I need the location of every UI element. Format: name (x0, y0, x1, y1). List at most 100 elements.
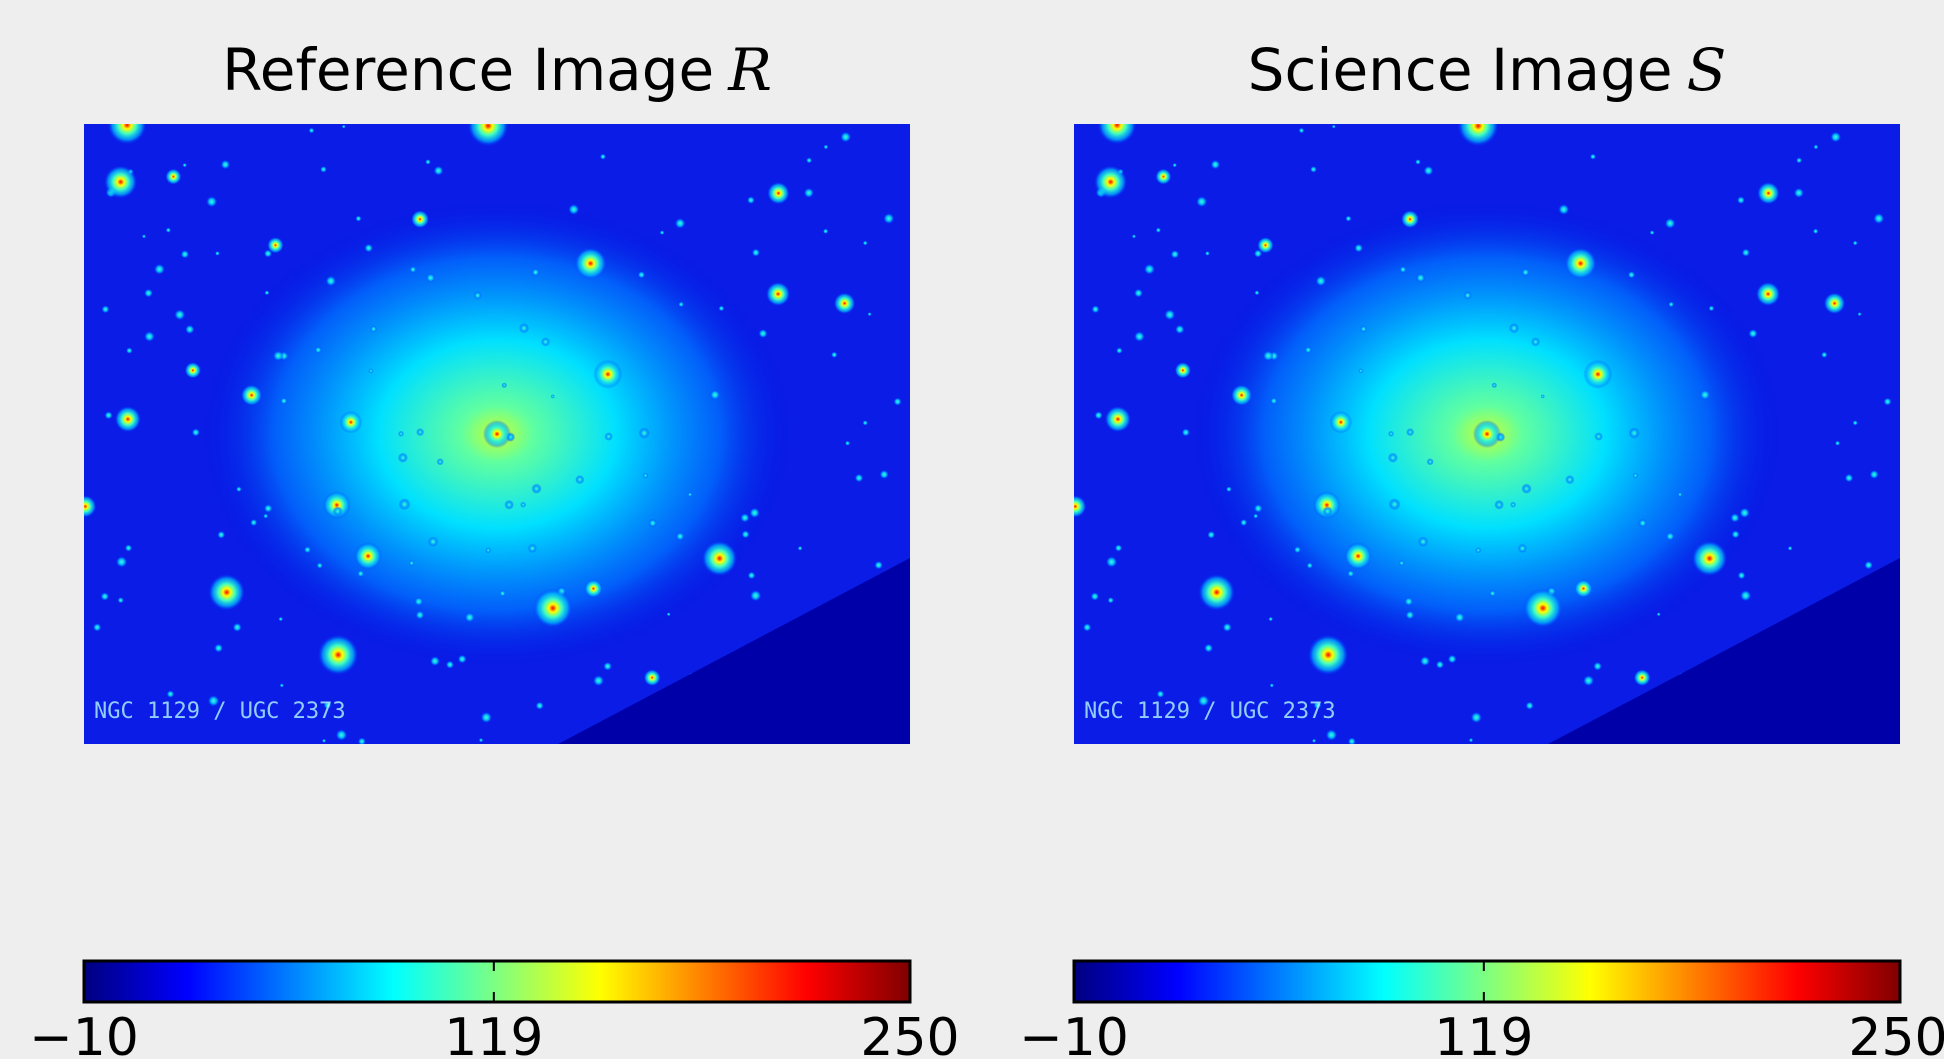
star (220, 160, 230, 170)
star (710, 389, 721, 400)
star (93, 623, 102, 632)
star (1634, 669, 1651, 686)
star (1106, 556, 1118, 568)
star (241, 384, 263, 406)
star (1105, 406, 1132, 433)
star (1418, 537, 1428, 547)
star (1404, 597, 1413, 606)
star (357, 570, 364, 577)
star (354, 542, 382, 570)
star (430, 656, 440, 666)
star (1869, 470, 1878, 479)
star (415, 610, 424, 619)
star (1299, 128, 1305, 134)
star (1629, 428, 1640, 439)
star (100, 592, 109, 601)
star (107, 105, 146, 144)
star (1315, 276, 1326, 287)
star (1094, 165, 1128, 199)
star (1399, 560, 1405, 566)
star (840, 131, 851, 142)
star (1294, 546, 1301, 553)
star (1700, 389, 1711, 400)
star (1813, 228, 1819, 234)
star (1558, 204, 1569, 215)
star (1521, 268, 1529, 276)
star (117, 597, 124, 604)
star (144, 289, 153, 298)
star (600, 154, 606, 160)
colorbar-tick-label: 119 (1434, 1008, 1533, 1059)
star (750, 590, 762, 602)
star (823, 144, 828, 149)
colorbar-tick-label: 250 (860, 1008, 959, 1059)
panel-title: Science ImageS (1248, 36, 1727, 104)
star (236, 486, 242, 492)
star (1742, 248, 1750, 256)
star (1170, 250, 1179, 259)
star (504, 500, 514, 510)
star (1638, 519, 1647, 528)
star (1650, 230, 1655, 235)
star (267, 237, 284, 254)
star (1196, 196, 1208, 208)
star (215, 251, 220, 256)
star (831, 351, 838, 358)
star (433, 166, 443, 176)
star (144, 331, 155, 342)
star (1523, 588, 1563, 628)
colorbar-tick-label: −10 (29, 1008, 139, 1059)
star (1594, 432, 1602, 440)
star (264, 504, 273, 513)
star (409, 266, 416, 273)
star (174, 309, 185, 320)
star (1708, 305, 1714, 311)
star (1332, 125, 1336, 129)
star (874, 561, 883, 570)
star (479, 738, 484, 743)
star (322, 739, 326, 743)
star (166, 227, 171, 232)
star (1857, 312, 1861, 316)
star (165, 168, 181, 184)
star (1852, 420, 1857, 425)
star (398, 453, 408, 463)
star (1155, 168, 1171, 184)
star (688, 492, 693, 497)
star (1175, 362, 1192, 379)
star (883, 213, 894, 224)
star (1794, 188, 1805, 199)
star (273, 350, 284, 361)
star (1757, 182, 1780, 205)
star (1845, 474, 1854, 483)
star (304, 546, 311, 553)
star (1330, 411, 1352, 433)
star (867, 312, 871, 316)
star (1873, 213, 1884, 224)
star (1389, 498, 1401, 510)
star (1222, 623, 1231, 632)
star (1254, 504, 1263, 513)
star (185, 362, 202, 379)
image-annotation: NGC 1129 / UGC 2373 (94, 699, 346, 724)
star (1730, 513, 1740, 523)
star (1204, 643, 1213, 652)
star (1094, 411, 1102, 419)
star (1564, 247, 1596, 279)
star (863, 241, 868, 246)
star (747, 571, 755, 579)
star (467, 105, 509, 147)
star (1354, 244, 1363, 253)
image: NGC 1129 / UGC 2373 (1064, 105, 1900, 746)
star (501, 383, 507, 389)
star (855, 474, 864, 483)
star (1509, 323, 1519, 333)
star (437, 458, 444, 465)
star (644, 669, 661, 686)
star (638, 271, 646, 279)
star (1240, 519, 1247, 526)
star (399, 498, 411, 510)
star (1420, 656, 1430, 666)
star (409, 560, 415, 566)
star (1325, 729, 1337, 741)
